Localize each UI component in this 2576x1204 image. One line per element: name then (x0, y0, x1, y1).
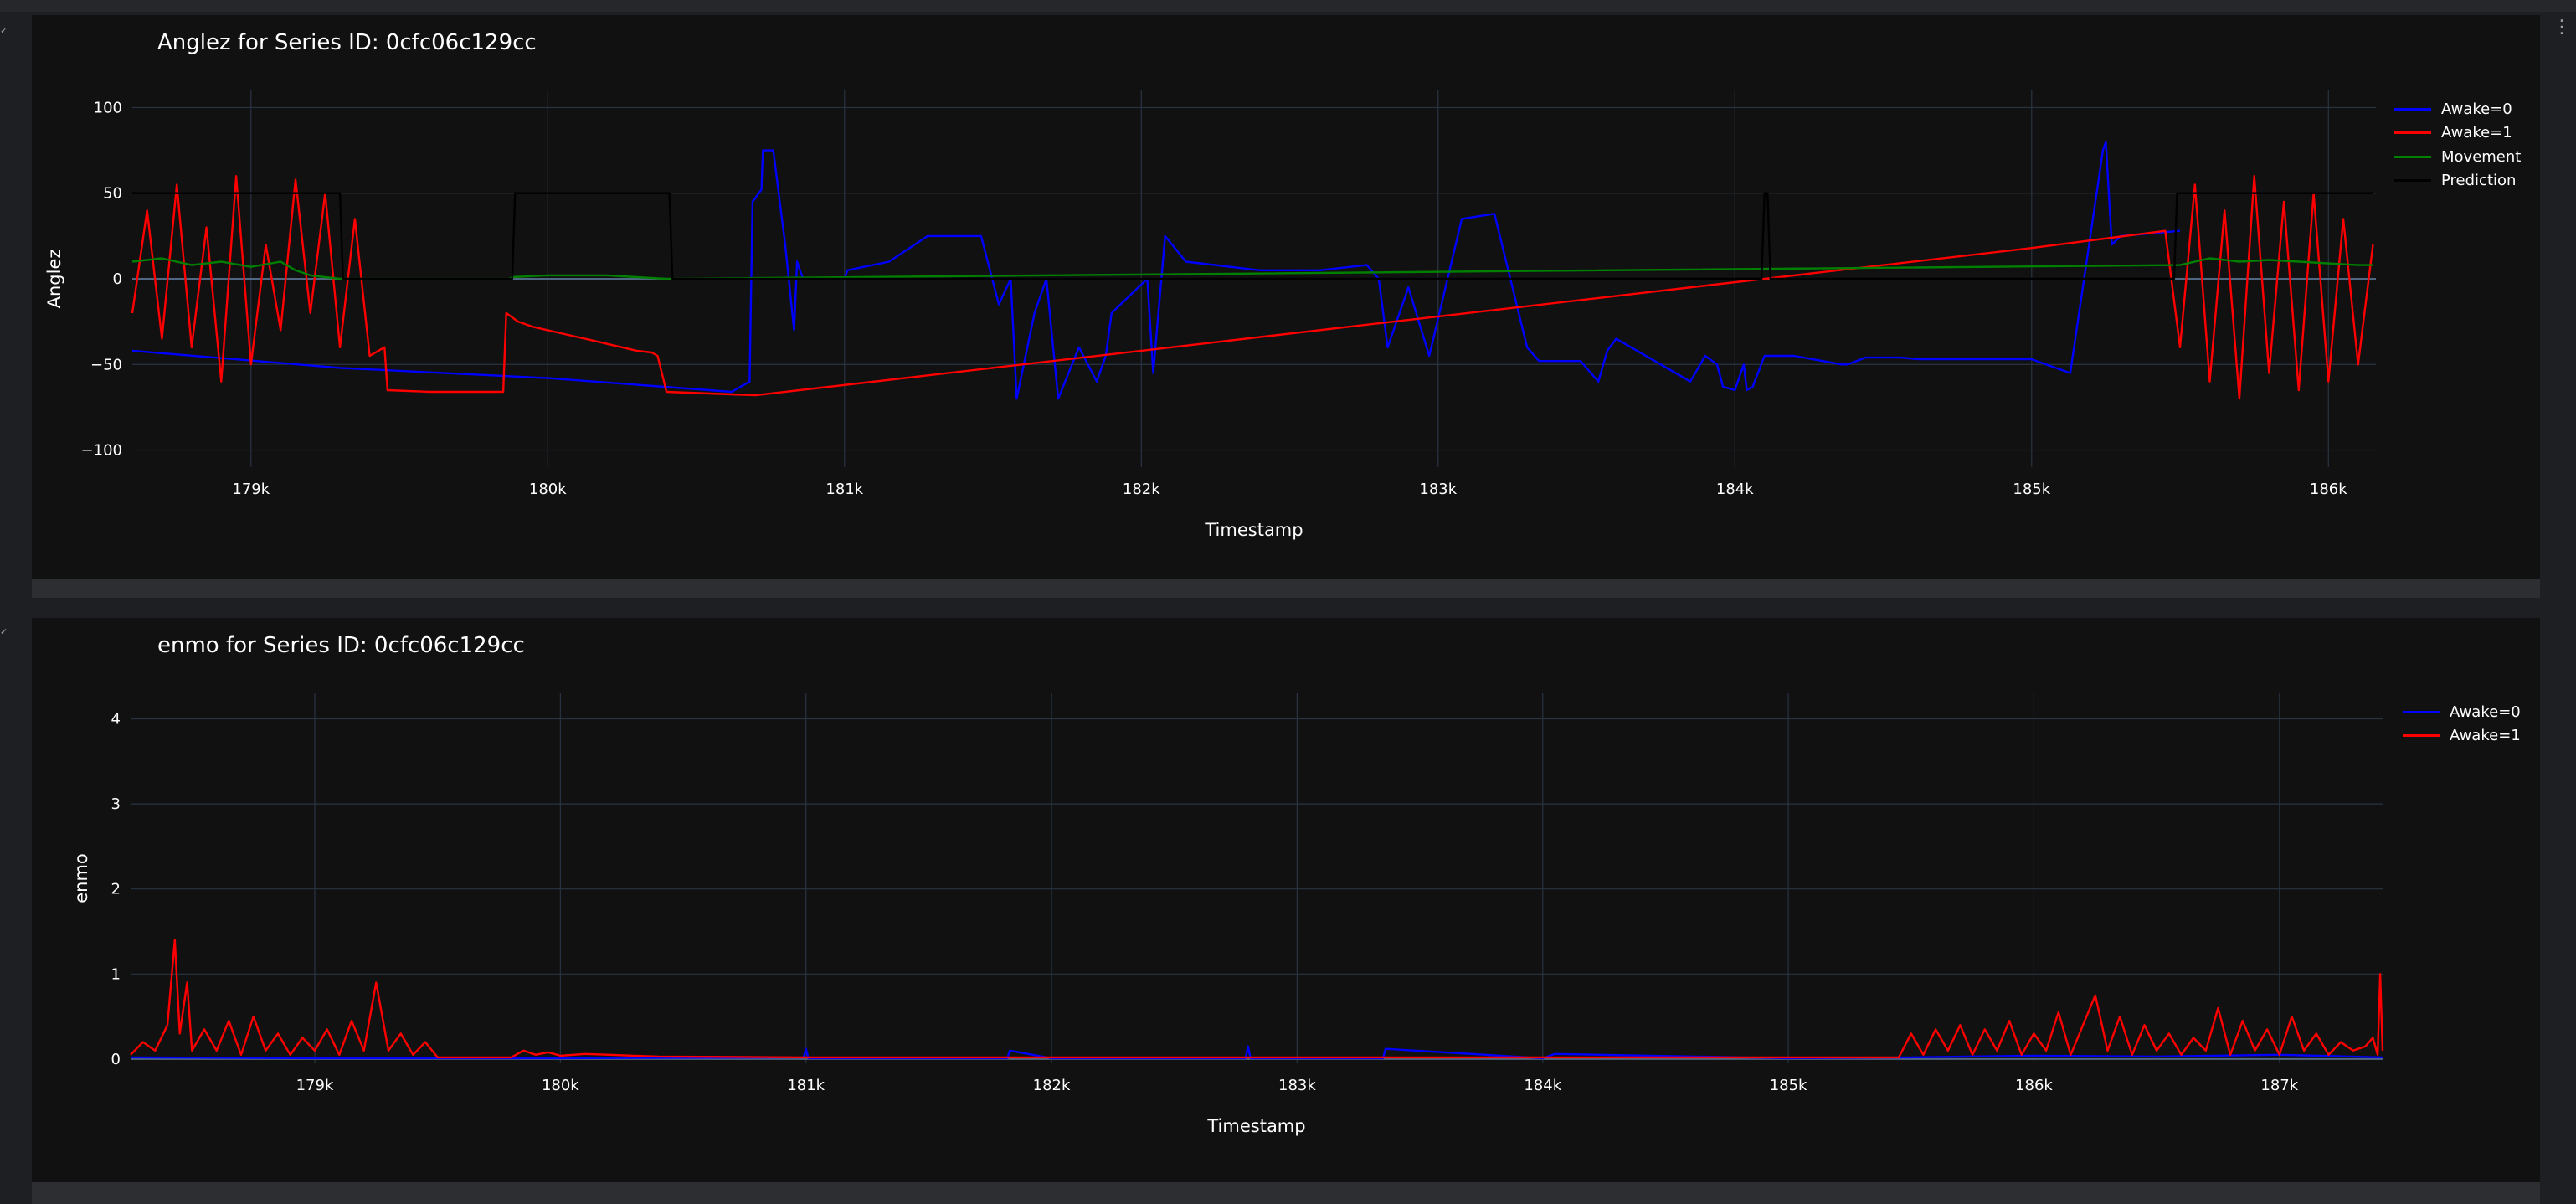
y-tick-label: −50 (90, 356, 122, 373)
collapse-icon[interactable]: ✓ (0, 626, 8, 637)
legend-item-awake-1[interactable]: Awake=1 (2394, 121, 2521, 146)
y-tick-label: 0 (111, 1051, 121, 1068)
series-line-prediction[interactable] (132, 192, 2373, 280)
enmo-chart[interactable]: 179k 180k 181k 182k 183k 184k 185k 186k 187k 0 1 2 3… (32, 618, 2540, 1182)
legend-label: Awake=1 (2441, 124, 2512, 142)
x-axis-title: Timestamp (1204, 520, 1303, 540)
y-tick-label: 2 (111, 881, 121, 898)
legend-item-movement[interactable]: Movement (2394, 145, 2521, 169)
y-tick-label: −100 (81, 442, 122, 460)
y-axis-title: enmo (71, 853, 91, 903)
legend-item-awake-0[interactable]: Awake=0 (2403, 700, 2521, 724)
legend-swatch (2403, 710, 2440, 713)
y-tick-label: 50 (103, 185, 122, 203)
x-tick-label: 187k (2260, 1077, 2298, 1094)
y-tick-label: 100 (94, 99, 122, 116)
legend-label: Movement (2441, 147, 2522, 166)
x-axis-title: Timestamp (1206, 1116, 1305, 1136)
series-line-awake-1[interactable] (130, 939, 2384, 1059)
y-tick-label: 1 (111, 965, 121, 983)
anglez-chart-panel: Anglez for Series ID: 0cfc06c129cc 179k 1… (32, 15, 2540, 579)
y-tick-label: 0 (113, 270, 122, 288)
enmo-chart-panel: enmo for Series ID: 0cfc06c129cc 179k 180… (32, 618, 2540, 1182)
legend-label: Awake=0 (2450, 702, 2521, 721)
more-options-icon[interactable]: ⋮ (2553, 17, 2571, 38)
x-tick-label: 183k (1419, 481, 1457, 498)
x-tick-label: 185k (2013, 481, 2050, 498)
legend-swatch (2403, 734, 2440, 738)
y-axis-title: Anglez (44, 250, 64, 309)
legend-item-prediction[interactable]: Prediction (2394, 169, 2521, 193)
y-tick-label: 4 (111, 710, 121, 728)
x-tick-label: 181k (825, 481, 863, 498)
x-tick-label: 183k (1278, 1077, 1316, 1094)
legend-label: Awake=1 (2450, 727, 2521, 745)
x-tick-label: 184k (1716, 481, 1754, 498)
x-tick-label: 182k (1033, 1077, 1071, 1094)
legend-swatch (2394, 131, 2431, 135)
series-line-awake-1[interactable] (131, 175, 2374, 400)
legend-label: Prediction (2441, 172, 2517, 190)
x-tick-label: 180k (529, 481, 567, 498)
legend[interactable]: Awake=0 Awake=1 Movement Prediction (2394, 97, 2521, 193)
x-tick-label: 181k (787, 1077, 825, 1094)
x-tick-label: 180k (542, 1077, 579, 1094)
x-tick-label: 186k (2015, 1077, 2053, 1094)
legend[interactable]: Awake=0 Awake=1 (2403, 700, 2521, 748)
series-line-awake-0[interactable] (130, 1045, 2383, 1060)
x-tick-label: 182k (1123, 481, 1160, 498)
panel-footer (32, 1182, 2540, 1204)
top-strip (0, 0, 2576, 12)
y-tick-label: 3 (111, 795, 121, 813)
x-tick-label: 185k (1770, 1077, 1807, 1094)
panel-footer (32, 579, 2540, 598)
x-tick-label: 179k (232, 481, 270, 498)
collapse-icon[interactable]: ✓ (0, 25, 8, 36)
x-tick-label: 186k (2310, 481, 2347, 498)
x-tick-label: 184k (1524, 1077, 1561, 1094)
chart-title: enmo for Series ID: 0cfc06c129cc (157, 633, 525, 658)
anglez-chart[interactable]: 179k 180k 181k 182k 183k 184k 185k 186k −100 −50 0… (32, 15, 2540, 579)
legend-label: Awake=0 (2441, 100, 2512, 118)
legend-swatch (2394, 155, 2431, 158)
legend-item-awake-1[interactable]: Awake=1 (2403, 724, 2521, 749)
legend-item-awake-0[interactable]: Awake=0 (2394, 97, 2521, 121)
legend-swatch (2394, 107, 2431, 111)
chart-title: Anglez for Series ID: 0cfc06c129cc (157, 30, 537, 55)
legend-swatch (2394, 179, 2431, 183)
x-tick-label: 179k (296, 1077, 334, 1094)
series-line-awake-0[interactable] (131, 141, 2181, 400)
series-line-movement[interactable] (131, 257, 2373, 280)
